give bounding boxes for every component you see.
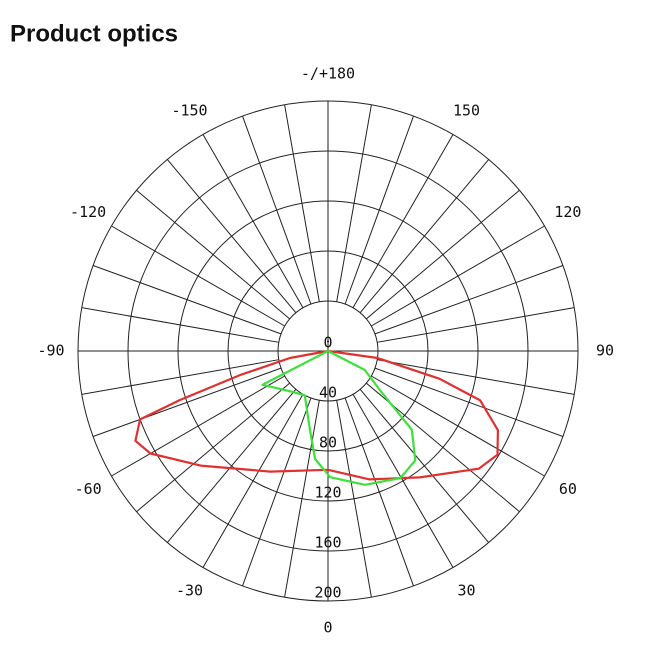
angle-tick-label: 120 xyxy=(554,203,581,221)
angle-tick-label: -90 xyxy=(37,342,64,360)
r-tick-label: 80 xyxy=(319,434,337,452)
grid-circle xyxy=(177,200,479,502)
r-tick-label: 160 xyxy=(314,534,341,552)
angle-tick-label: -120 xyxy=(70,203,106,221)
intensity-curve xyxy=(261,349,417,486)
grid-circle xyxy=(227,250,429,452)
grid-circle xyxy=(127,150,529,552)
angle-tick-label: 60 xyxy=(559,480,577,498)
angle-tick-label: -/+180 xyxy=(301,65,355,83)
grid-circle xyxy=(277,300,379,402)
angle-tick-label: 150 xyxy=(453,102,480,120)
r-tick-label: 200 xyxy=(314,584,341,602)
r-tick-label: 120 xyxy=(314,484,341,502)
r-tick-label: 40 xyxy=(319,384,337,402)
angle-tick-label: 90 xyxy=(596,342,614,360)
angle-tick-label: -60 xyxy=(75,480,102,498)
grid-circle xyxy=(77,100,579,602)
angle-tick-label: -30 xyxy=(176,581,203,599)
angle-tick-label: -150 xyxy=(171,102,207,120)
intensity-curve xyxy=(134,349,499,481)
r-tick-label: 0 xyxy=(323,334,332,352)
angle-tick-label: 30 xyxy=(457,581,475,599)
chart-title: Product optics xyxy=(10,20,178,47)
angle-tick-label: 0 xyxy=(323,619,332,637)
